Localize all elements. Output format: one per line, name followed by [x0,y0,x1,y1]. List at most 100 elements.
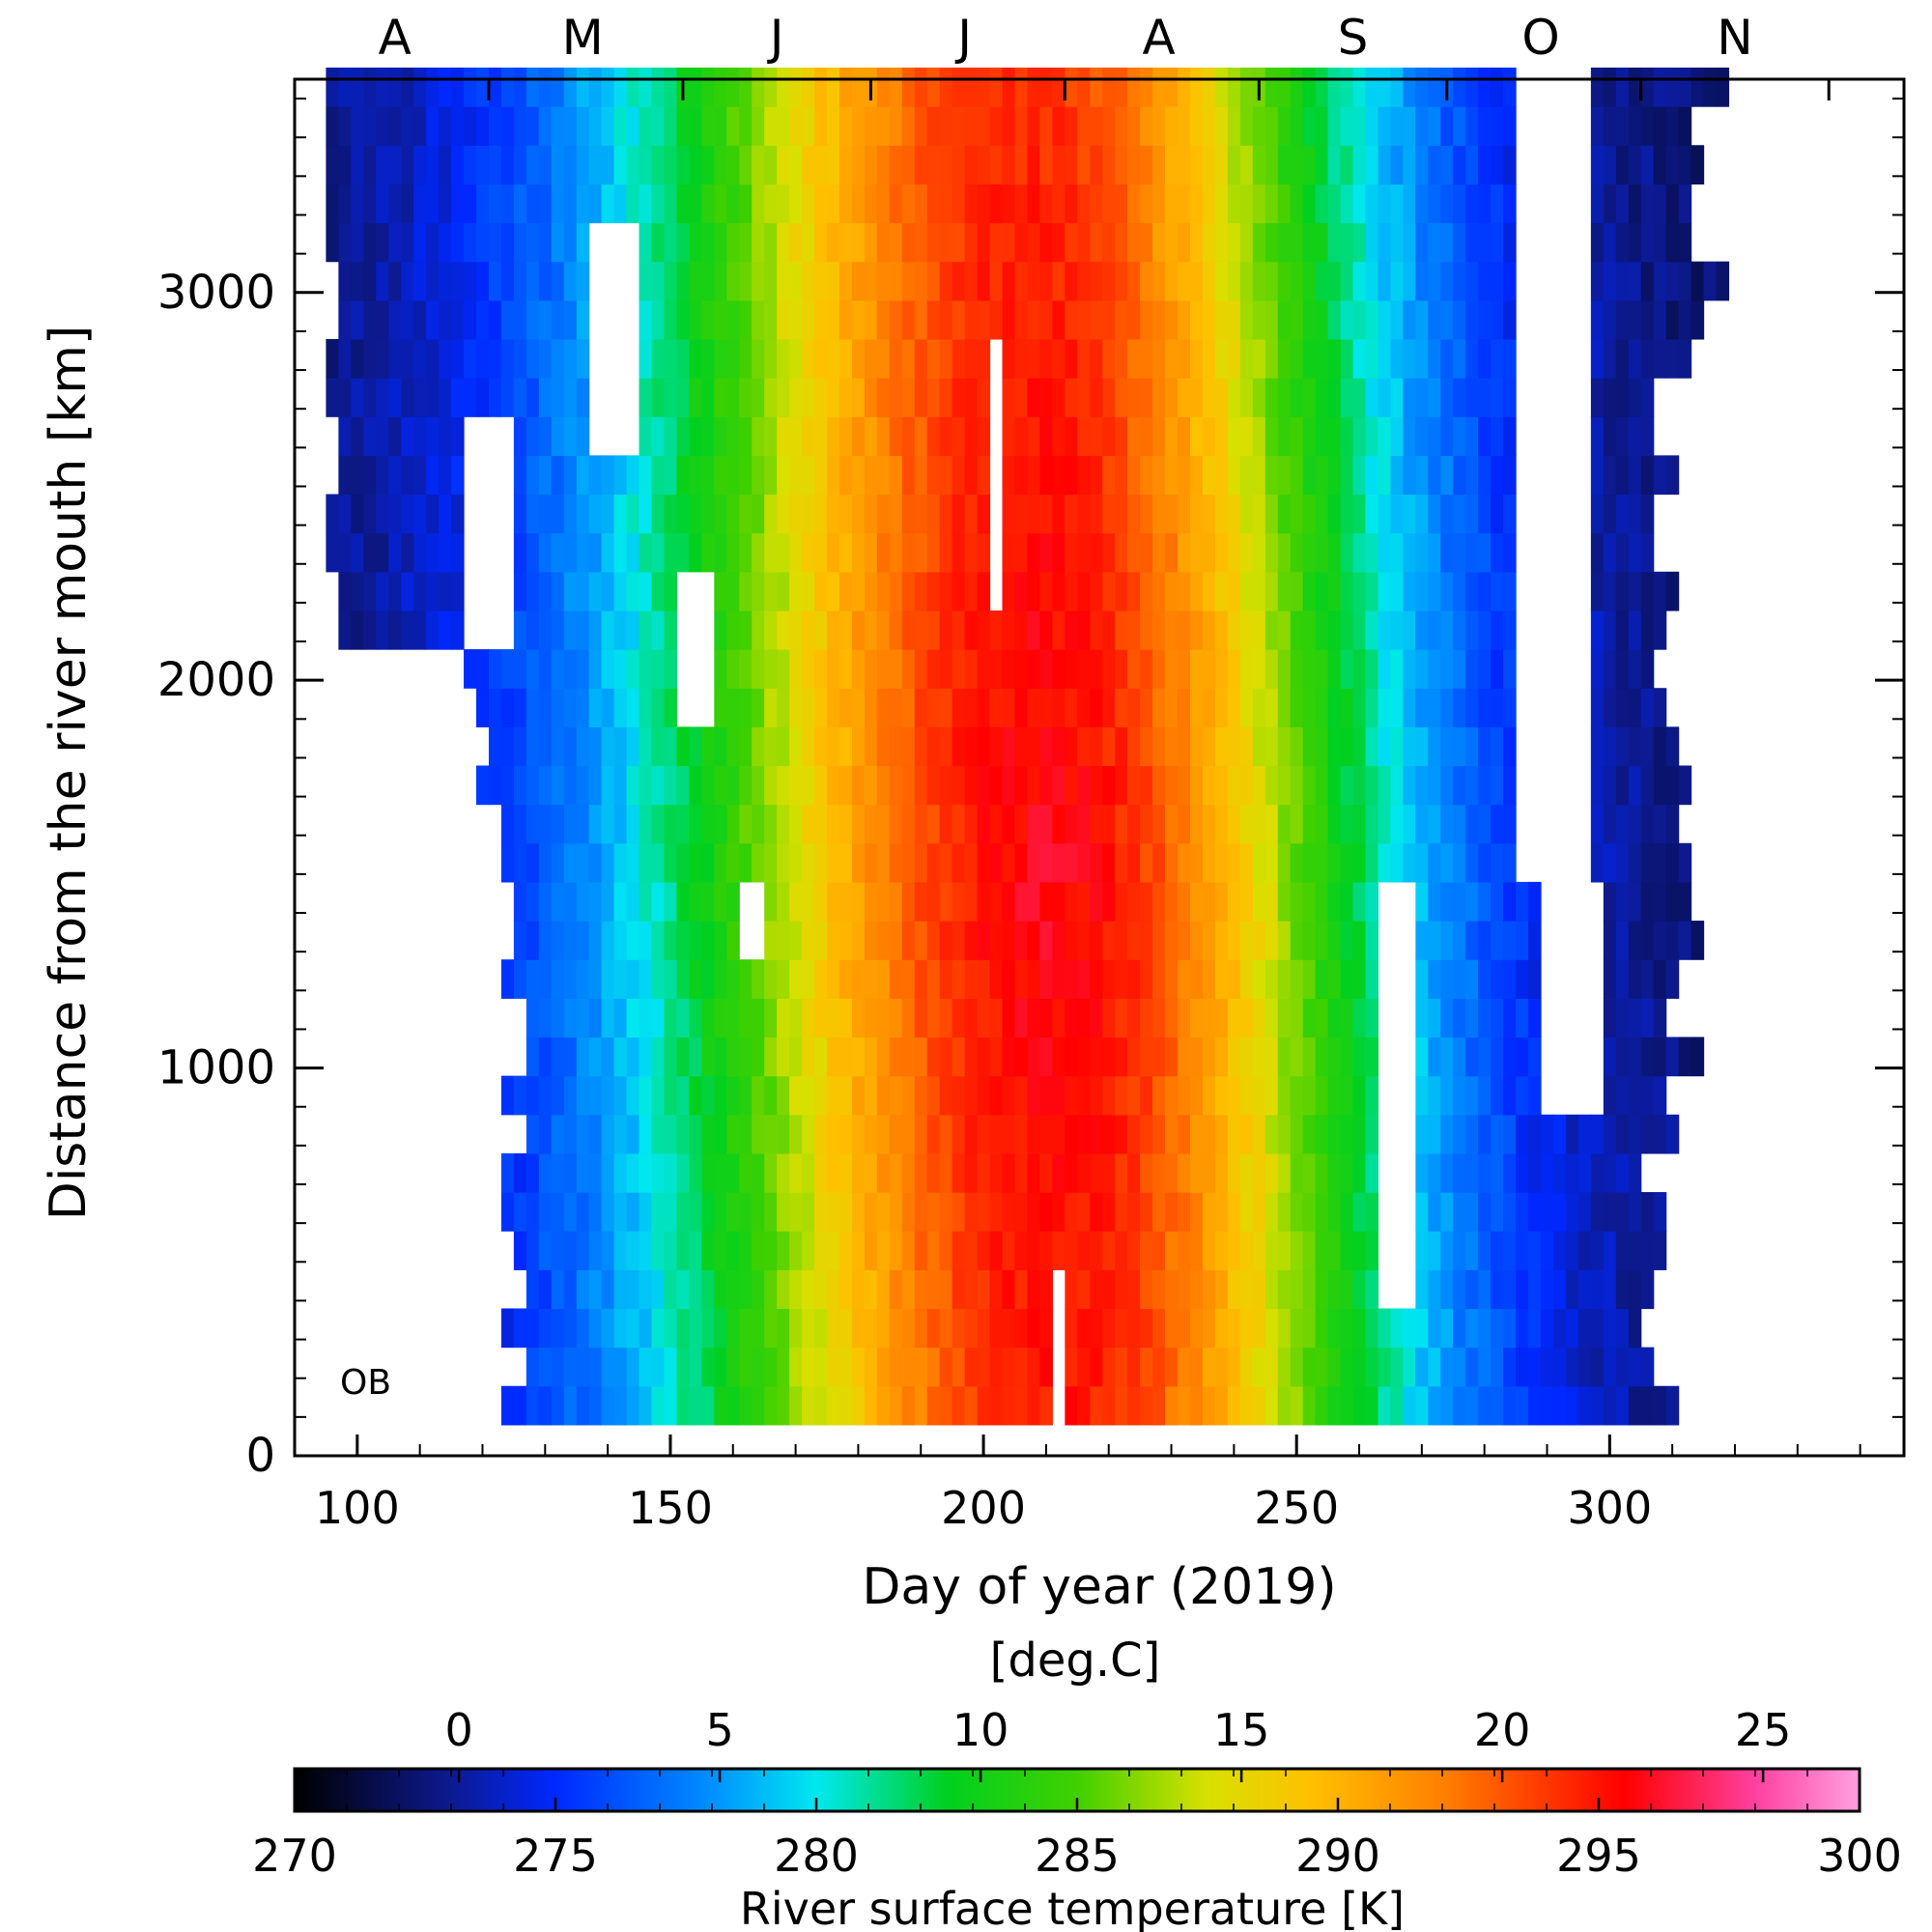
heatmap-cell [613,726,628,767]
heatmap-cell [1052,921,1065,960]
heatmap-cell [1140,455,1153,496]
heatmap-cell [413,106,427,146]
heatmap-cell [1478,1231,1492,1270]
heatmap-cell [613,184,628,224]
heatmap-cell [626,184,640,224]
heatmap-cell [689,998,702,1038]
heatmap-cell [1541,1114,1554,1154]
heatmap-cell [1190,416,1204,456]
heatmap-cell [551,378,565,417]
heatmap-cell [1065,532,1078,573]
heatmap-cell [977,959,991,999]
heatmap-cell [351,532,364,573]
heatmap-cell [326,494,339,534]
heatmap-cell [626,921,640,960]
heatmap-cell [726,610,740,650]
heatmap-cell [1102,1308,1116,1349]
heatmap-cell [1202,1231,1216,1270]
heatmap-cell [1628,1269,1642,1310]
heatmap-cell [1478,299,1492,340]
heatmap-cell [651,532,666,573]
heatmap-cell [864,1231,878,1270]
heatmap-cell [1277,1114,1292,1154]
heatmap-cell [1165,842,1179,883]
heatmap-cell [964,416,979,456]
heatmap-cell [1653,261,1667,301]
heatmap-cell [538,1114,553,1154]
heatmap-cell [964,338,979,379]
heatmap-cell [551,921,565,960]
heatmap-cell [864,1075,878,1116]
heatmap-cell [1227,881,1241,922]
heatmap-cell [864,1192,878,1232]
heatmap-cell [1065,571,1078,611]
heatmap-cell [1478,145,1492,185]
heatmap-cell [1302,610,1317,650]
heatmap-cell [1002,261,1016,301]
heatmap-cell [952,959,966,999]
heatmap-cell [551,494,565,534]
heatmap-cell [1190,688,1204,727]
heatmap-cell [1428,1192,1441,1232]
heatmap-cell [1115,67,1128,107]
heatmap-cell [664,765,678,806]
heatmap-cell [1264,959,1279,999]
heatmap-cell [1491,998,1504,1038]
heatmap-cell [1239,649,1254,689]
heatmap-cell [1440,532,1454,573]
heatmap-cell [1002,1231,1016,1270]
heatmap-cell [1290,184,1304,224]
heatmap-cell [576,688,590,727]
heatmap-cell [1227,1385,1241,1426]
heatmap-cell [1090,1075,1103,1116]
heatmap-cell [1428,494,1441,534]
heatmap-cell [1115,1152,1128,1193]
heatmap-cell [1277,881,1292,922]
heatmap-cell [1027,184,1041,224]
heatmap-cell [1190,765,1204,806]
colorbar-tick-label-K: 280 [774,1830,859,1882]
heatmap-cell [1014,532,1029,573]
heatmap-cell [1277,921,1292,960]
heatmap-cell [1302,726,1317,767]
heatmap-cell [1290,1308,1304,1349]
heatmap-cell [1039,1269,1053,1310]
heatmap-cell [1516,1114,1529,1154]
heatmap-cell [851,881,866,922]
heatmap-cell [739,1075,753,1116]
heatmap-cell [588,67,603,107]
heatmap-cell [914,726,928,767]
heatmap-cell [1002,921,1016,960]
heatmap-cell [1453,67,1466,107]
heatmap-cell [1315,1347,1329,1387]
heatmap-cell [1403,416,1416,456]
heatmap-cell [601,145,615,185]
heatmap-cell [651,1192,666,1232]
heatmap-cell [1603,610,1617,650]
heatmap-cell [1491,881,1504,922]
heatmap-cell [1390,494,1404,534]
heatmap-cell [1277,261,1292,301]
heatmap-cell [939,765,953,806]
heatmap-cell [777,921,790,960]
heatmap-cell [1227,494,1241,534]
heatmap-cell [1277,688,1292,727]
heatmap-cell [1290,571,1304,611]
heatmap-cell [426,67,440,107]
heatmap-cell [439,416,452,456]
heatmap-cell [1453,959,1466,999]
heatmap-cell [475,184,490,224]
heatmap-cell [1052,1152,1065,1193]
heatmap-cell [1552,1192,1567,1232]
heatmap-cell [1252,1075,1266,1116]
heatmap-cell [1302,921,1317,960]
heatmap-cell [802,378,815,417]
heatmap-cell [601,921,615,960]
heatmap-cell [1465,881,1479,922]
heatmap-cell [876,921,891,960]
heatmap-cell [426,338,440,379]
heatmap-cell [1478,378,1492,417]
heatmap-cell [726,338,740,379]
heatmap-cell [639,921,653,960]
heatmap-cell [1252,1347,1266,1387]
